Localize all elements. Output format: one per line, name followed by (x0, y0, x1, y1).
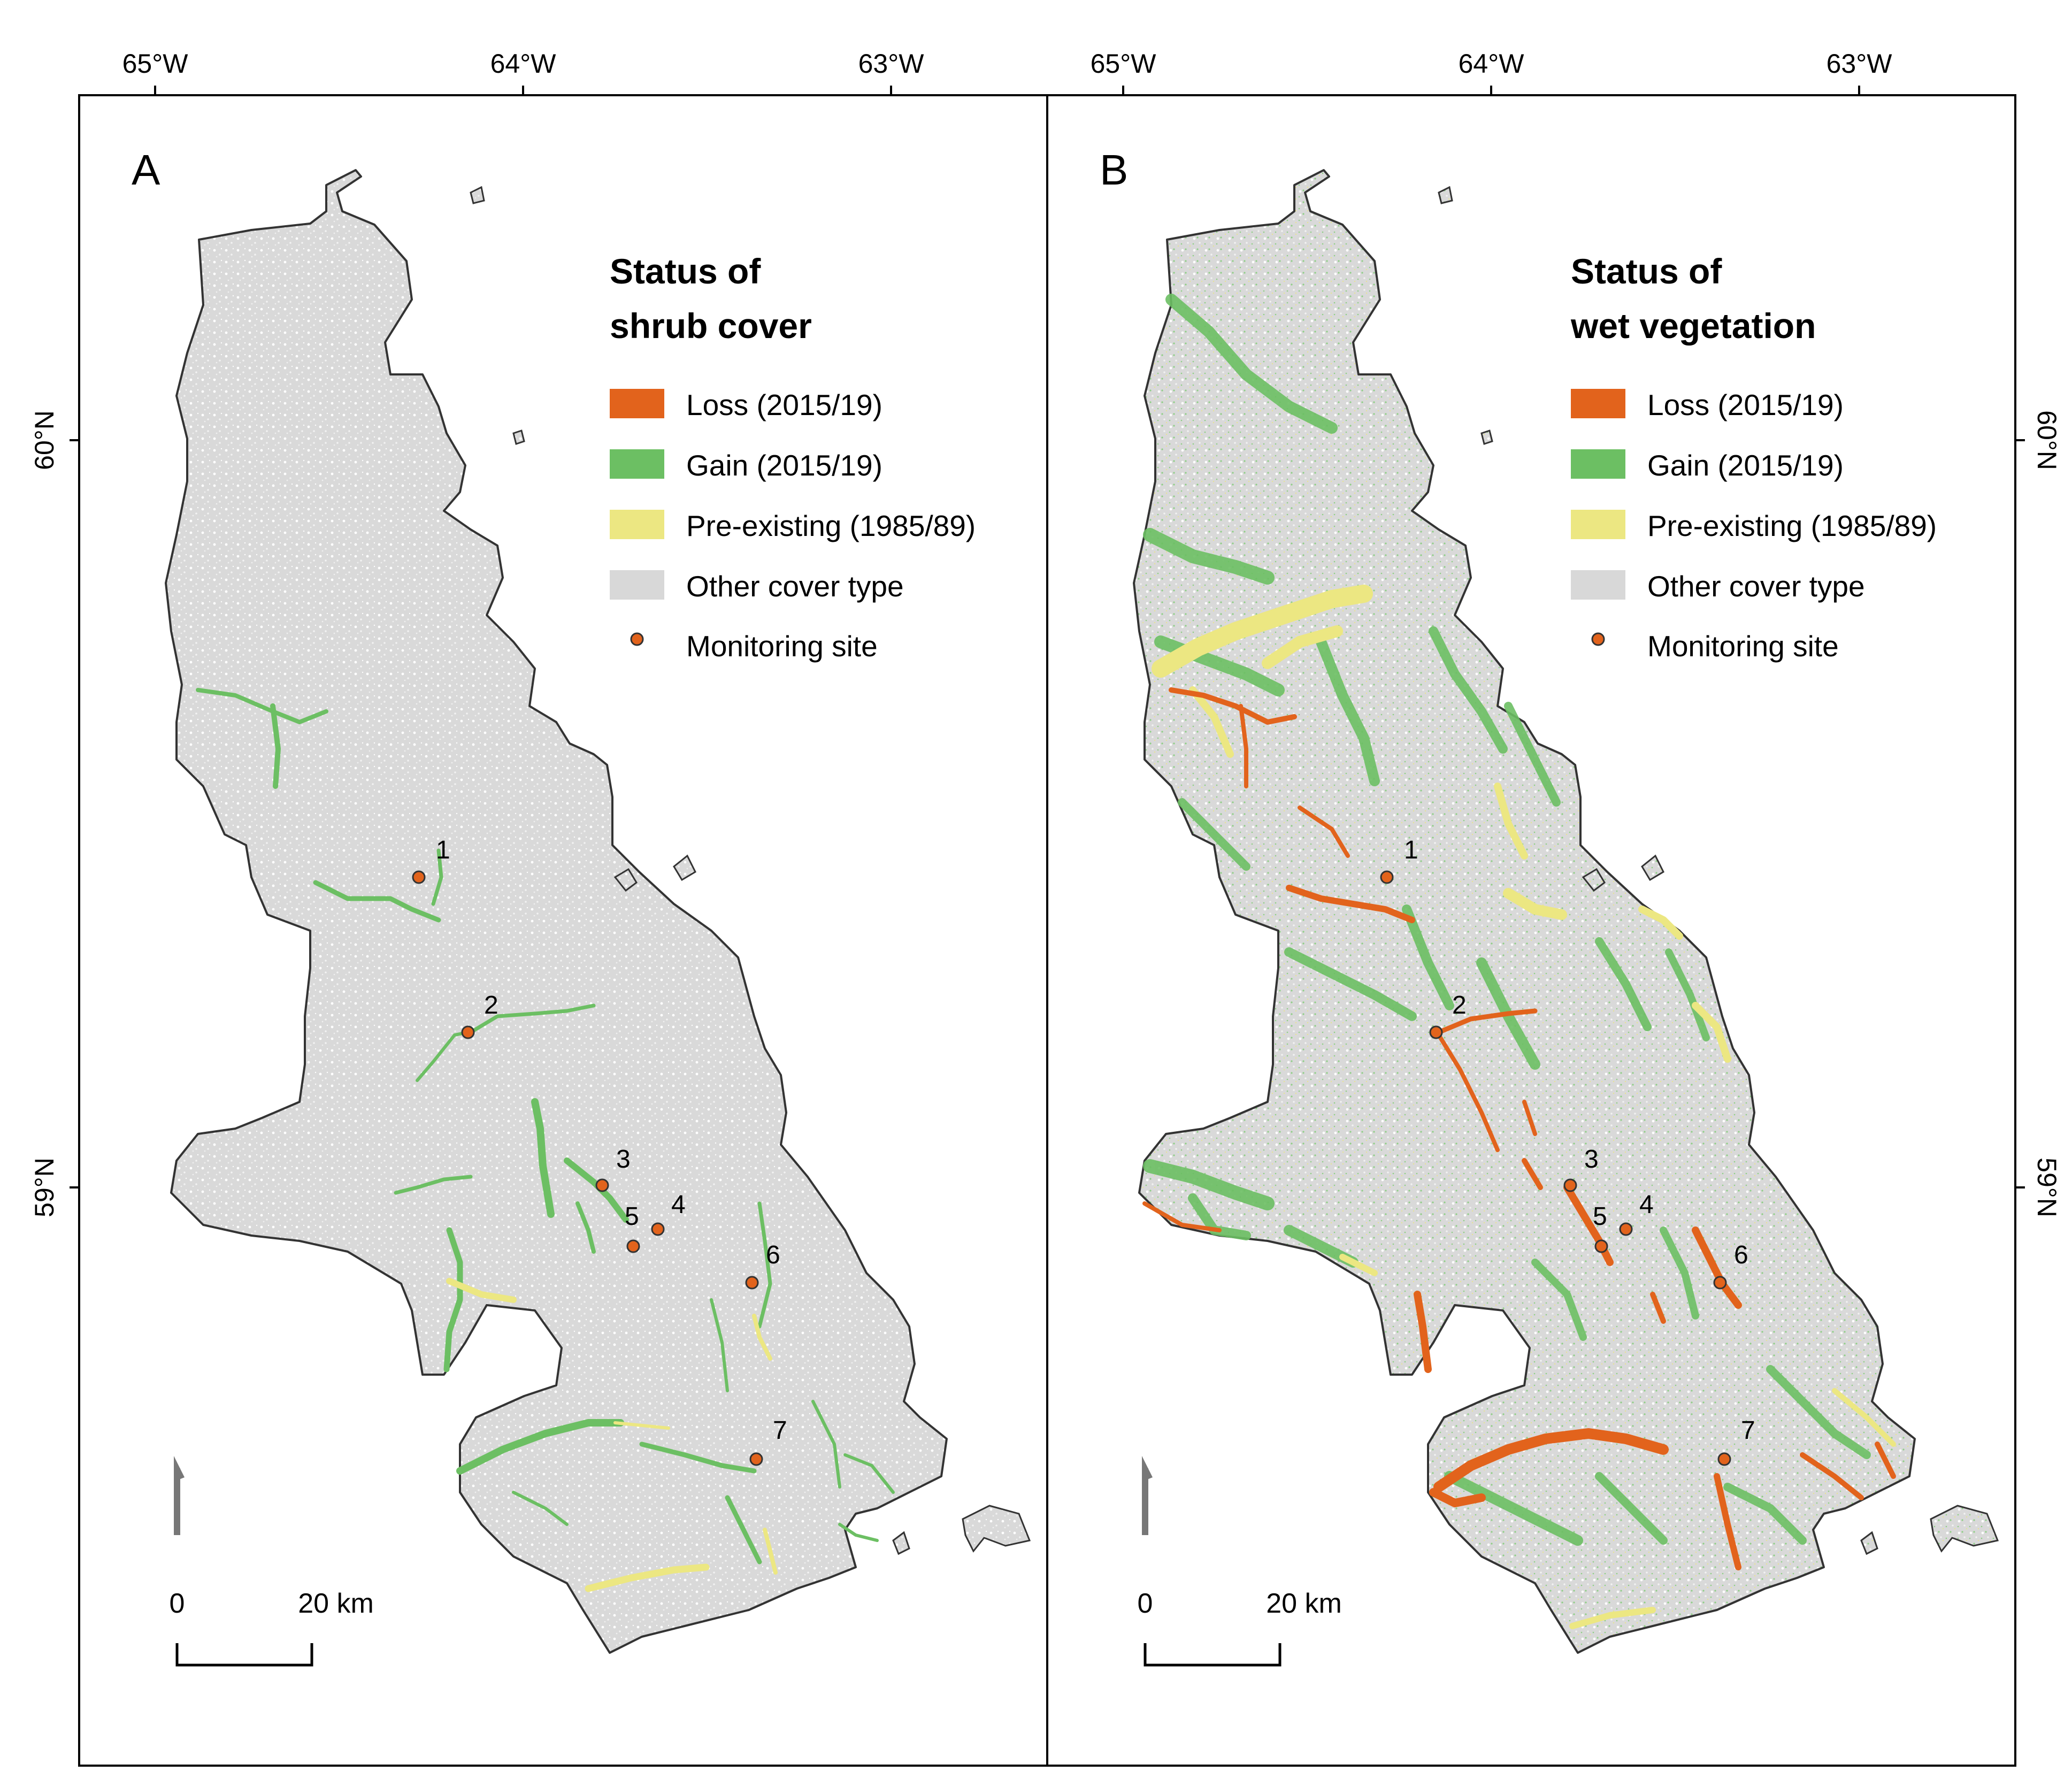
site-label-6-b: 6 (1734, 1241, 1748, 1269)
panel-a-scale-bar: 0 20 km (170, 1588, 374, 1667)
top-axis-labels: 65°W 64°W 63°W 65°W 64°W 63°W (122, 49, 1893, 79)
legend-label-gain-b: Gain (2015/19) (1647, 449, 1844, 482)
panel-b-monitoring-sites: 1 2 3 4 5 6 7 (1380, 836, 1755, 1466)
panel-a-legend-title-line1: Status of (610, 251, 761, 291)
legend-label-pre-existing-b: Pre-existing (1985/89) (1647, 509, 1937, 542)
panel-b-pre-existing-features (1152, 585, 1896, 1629)
panel-a-scale-end: 20 km (298, 1588, 374, 1619)
site-marker-1 (412, 870, 426, 884)
site-label-6: 6 (766, 1241, 780, 1269)
lon-label-65w-b: 65°W (1091, 49, 1157, 79)
legend-swatch-gain-b (1571, 449, 1625, 479)
legend-label-gain: Gain (2015/19) (686, 449, 882, 482)
panel-b-legend-title-line1: Status of (1571, 251, 1722, 291)
site-label-3-b: 3 (1584, 1145, 1599, 1174)
site-marker-4 (651, 1222, 665, 1236)
site-marker-3 (595, 1178, 609, 1192)
site-label-3: 3 (616, 1145, 631, 1174)
legend-label-other-b: Other cover type (1647, 570, 1865, 603)
panel-a-legend: Status of shrub cover Loss (2015/19) Gai… (610, 251, 976, 663)
legend-monitoring-site-icon (630, 632, 644, 646)
legend-swatch-loss (610, 389, 664, 418)
site-marker-7 (749, 1452, 763, 1466)
lon-label-63w-b: 63°W (1827, 49, 1893, 79)
legend-label-monitoring-site-b: Monitoring site (1647, 630, 1839, 663)
site-label-7-b: 7 (1741, 1416, 1755, 1445)
legend-swatch-pre-existing-b (1571, 510, 1625, 539)
panel-b-scale-bar: 0 20 km (1138, 1588, 1342, 1667)
site-marker-7-b (1717, 1452, 1731, 1466)
lat-label-60n-right: 60°N (2032, 410, 2062, 470)
legend-label-monitoring-site: Monitoring site (686, 630, 878, 663)
site-label-2-b: 2 (1452, 991, 1467, 1019)
panel-a-gain-features (196, 688, 895, 1565)
site-marker-6 (745, 1276, 759, 1290)
panel-b-loss-features (1142, 687, 1896, 1570)
legend-label-loss: Loss (2015/19) (686, 388, 882, 421)
panel-b-scale-end: 20 km (1266, 1588, 1342, 1619)
site-label-5-b: 5 (1593, 1202, 1607, 1231)
panel-a-pre-existing-features (446, 1278, 778, 1592)
legend-swatch-other (610, 570, 664, 600)
site-marker-2-b (1429, 1025, 1443, 1039)
legend-label-pre-existing: Pre-existing (1985/89) (686, 509, 976, 542)
legend-label-loss-b: Loss (2015/19) (1647, 388, 1844, 421)
lat-label-59n-right: 59°N (2032, 1157, 2062, 1217)
panel-a-scale-start: 0 (170, 1588, 185, 1619)
lat-label-59n-left: 59°N (29, 1157, 59, 1217)
legend-swatch-gain (610, 449, 664, 479)
site-label-7: 7 (773, 1416, 787, 1445)
panel-b: B (1100, 146, 1999, 1667)
site-marker-5 (626, 1239, 640, 1253)
panel-b-letter: B (1100, 146, 1128, 194)
lat-label-60n-left: 60°N (29, 410, 59, 470)
panel-b-frame (1046, 94, 2016, 1767)
panel-b-legend-title-line2: wet vegetation (1570, 306, 1816, 346)
panel-a-letter: A (132, 146, 160, 194)
legend-monitoring-site-icon-b (1591, 632, 1605, 646)
lon-label-65w: 65°W (122, 49, 189, 79)
site-marker-6-b (1713, 1276, 1727, 1290)
site-marker-1-b (1380, 870, 1394, 884)
lon-label-63w: 63°W (858, 49, 925, 79)
panel-a-islands (470, 186, 1031, 1555)
legend-swatch-loss-b (1571, 389, 1625, 418)
site-label-4-b: 4 (1639, 1191, 1654, 1219)
site-marker-2 (461, 1025, 475, 1039)
lon-label-64w-b: 64°W (1459, 49, 1525, 79)
panel-b-legend: Status of wet vegetation Loss (2015/19) … (1570, 251, 1937, 663)
panel-a-legend-title-line2: shrub cover (610, 306, 812, 346)
site-marker-5-b (1594, 1239, 1608, 1253)
legend-swatch-other-b (1571, 570, 1625, 600)
panel-b-scale-start: 0 (1138, 1588, 1153, 1619)
site-label-4: 4 (671, 1191, 686, 1219)
site-marker-4-b (1619, 1222, 1633, 1236)
site-label-1: 1 (436, 836, 450, 864)
panel-b-islands (1438, 186, 1999, 1555)
panel-b-north-arrow (1142, 1456, 1153, 1535)
site-label-1-b: 1 (1404, 836, 1418, 864)
legend-swatch-pre-existing (610, 510, 664, 539)
panel-b-gain-features (1143, 294, 1871, 1546)
site-label-5: 5 (625, 1202, 639, 1231)
lon-label-64w: 64°W (490, 49, 557, 79)
legend-label-other: Other cover type (686, 570, 904, 603)
panel-a-north-arrow (174, 1456, 185, 1535)
site-label-2: 2 (484, 991, 498, 1019)
panel-a: A (132, 146, 1031, 1667)
site-marker-3-b (1563, 1178, 1577, 1192)
coordinate-ticks (70, 86, 2025, 1188)
panel-a-monitoring-sites: 1 2 3 4 5 6 7 (412, 836, 787, 1466)
